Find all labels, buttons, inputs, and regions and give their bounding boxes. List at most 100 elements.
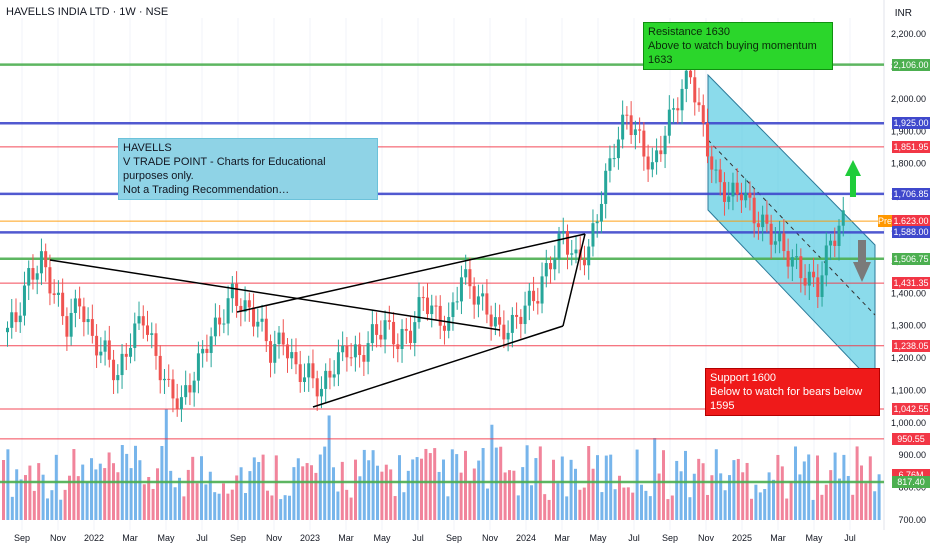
volume-bar [68, 475, 71, 520]
candle-body [281, 332, 285, 345]
candle-body [230, 283, 234, 299]
y-tick-label: 1,000.00 [891, 418, 926, 428]
volume-bar [230, 489, 234, 520]
x-tick-label: Sep [230, 533, 246, 543]
volume-bar [32, 490, 36, 520]
volume-bar [72, 449, 76, 520]
note-line: Not a Trading Recommendation… [123, 184, 290, 196]
candle-body [188, 385, 192, 393]
candle-body [99, 351, 103, 356]
candle-body [650, 162, 654, 170]
volume-bar [574, 468, 577, 520]
volume-bar [534, 458, 538, 520]
volume-bar [745, 462, 749, 520]
note-line: V TRADE POINT - Charts for Educational p… [123, 156, 326, 182]
y-tick-label: 1,800.00 [891, 159, 926, 169]
volume-bar [129, 468, 133, 520]
volume-bar [50, 490, 54, 520]
candle-body [44, 251, 48, 268]
x-tick-label: Nov [50, 533, 67, 543]
candle-body [684, 70, 688, 89]
volume-bar [679, 471, 683, 520]
volume-bar [151, 488, 155, 520]
candle-body [773, 241, 777, 245]
candle-body [841, 210, 845, 226]
candle-body [447, 317, 451, 331]
candle-body [476, 296, 480, 305]
candle-body [328, 370, 332, 378]
price-label: 1,431.35 [892, 277, 930, 290]
x-tick-label: 2025 [732, 533, 752, 543]
volume-bar [24, 475, 27, 520]
candle-body [150, 333, 154, 335]
volume-bar [54, 454, 58, 520]
volume-bar [125, 453, 129, 520]
candle-body [493, 317, 497, 327]
candle-body [120, 353, 124, 376]
candle-body [642, 130, 646, 157]
volume-bar [178, 477, 181, 520]
candle-body [561, 231, 565, 234]
volume-bar [222, 483, 225, 520]
candle-body [722, 182, 726, 202]
volume-bar [719, 473, 723, 520]
candle-body [260, 318, 264, 322]
volume-bar [63, 489, 67, 520]
candle-body [735, 182, 739, 195]
volume-bar [820, 494, 824, 520]
candle-body [604, 170, 608, 204]
volume-bar [789, 481, 793, 520]
candle-body [701, 105, 705, 124]
volume-bar [565, 496, 569, 520]
candle-body [205, 348, 209, 353]
candle-body [727, 196, 731, 202]
volume-bar [609, 454, 613, 520]
volume-bar [710, 475, 714, 520]
volume-bar [200, 456, 203, 520]
candle-body [426, 297, 429, 315]
candle-body [820, 275, 824, 297]
volume-bar [362, 449, 366, 520]
candle-body [455, 301, 459, 303]
candle-body [663, 135, 667, 155]
candle-body [837, 225, 841, 246]
candle-body [655, 150, 659, 163]
candle-body [124, 353, 128, 357]
candle-body [370, 324, 374, 344]
candle-body [256, 321, 260, 327]
candle-body [294, 352, 298, 365]
volume-bar [798, 474, 802, 520]
volume-bar [758, 492, 762, 520]
volume-bar [640, 484, 643, 520]
volume-bar [380, 471, 384, 520]
up-arrow [845, 160, 861, 197]
candle-body [387, 320, 391, 322]
volume-bar [310, 465, 313, 520]
volume-bar [556, 483, 560, 520]
volume-bar [420, 458, 423, 520]
candle-body [697, 102, 701, 106]
volume-bar [213, 492, 217, 520]
candle-body [298, 364, 302, 382]
volume-bar [103, 468, 107, 520]
candle-body [502, 324, 506, 340]
x-tick-label: May [805, 533, 823, 543]
candle-body [553, 258, 557, 270]
candle-body [396, 344, 400, 349]
volume-bar [169, 470, 173, 520]
volume-bar [164, 409, 168, 520]
volume-bar [591, 468, 595, 520]
volume-bar [829, 470, 833, 520]
candle-body [209, 336, 213, 353]
note-line: Above to watch buying momentum 1633 [648, 40, 817, 66]
volume-bar [842, 454, 846, 520]
volume-bar [107, 452, 111, 520]
candle-body [353, 344, 357, 358]
candle-body [459, 277, 463, 302]
candle-body [481, 293, 485, 297]
candle-body [400, 328, 404, 349]
volume-bar [472, 468, 476, 520]
volume-bar [415, 457, 419, 520]
y-tick-label: 900.00 [898, 450, 926, 460]
